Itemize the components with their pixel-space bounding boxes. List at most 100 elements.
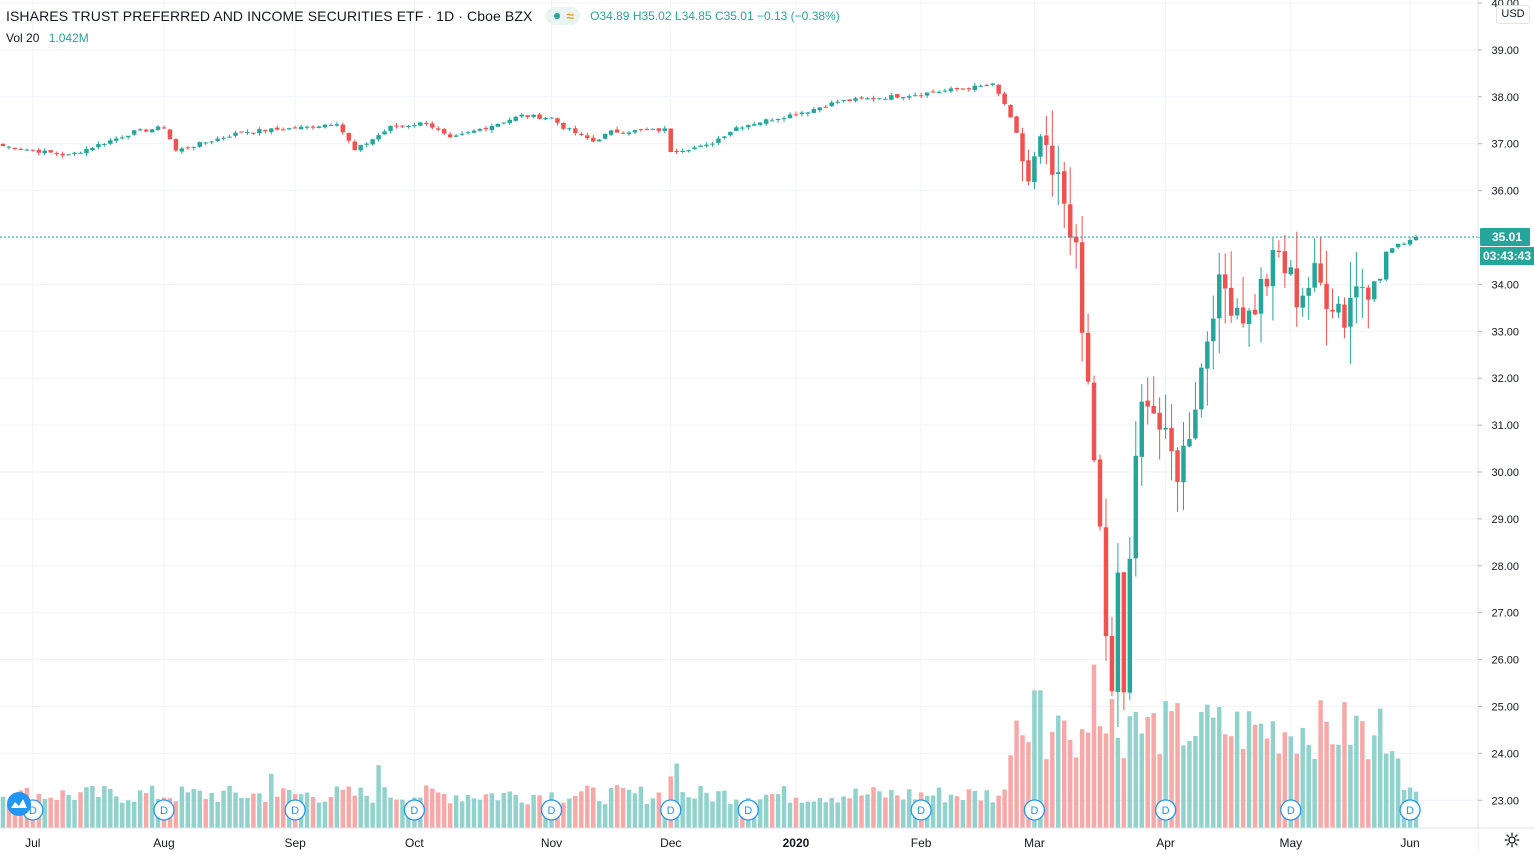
volume-bar (489, 793, 495, 828)
dividend-marker-label: D (291, 805, 299, 817)
events-icon-circle[interactable] (7, 792, 31, 816)
dividend-marker[interactable]: D (1399, 799, 1421, 821)
grid (0, 0, 1478, 828)
candle-body (531, 114, 536, 117)
volume-bar (66, 794, 71, 828)
volume-bar (561, 802, 566, 828)
candle (1002, 91, 1007, 106)
candle (1407, 237, 1413, 247)
candle (1014, 115, 1019, 133)
candle-body (18, 149, 24, 151)
volume-bar (1199, 711, 1204, 828)
dividend-marker-circle[interactable] (910, 799, 932, 821)
candle-body (793, 114, 799, 116)
gear-icon[interactable] (1503, 831, 1521, 849)
candle-body (835, 101, 840, 103)
candle-body (811, 109, 817, 113)
volume-bar (591, 787, 596, 828)
candle-body (310, 126, 316, 128)
candle-body (394, 125, 399, 127)
volume-bar (328, 797, 334, 828)
dividend-marker-label: D (29, 805, 37, 817)
time-tick-label: Apr (1156, 836, 1175, 850)
dividend-marker[interactable]: D (1280, 799, 1302, 821)
dividend-marker-circle[interactable] (1280, 799, 1302, 821)
candle (54, 151, 59, 157)
dividend-marker-label: D (1162, 805, 1170, 817)
volume-bar (734, 799, 739, 828)
dividend-marker-circle[interactable] (1023, 799, 1046, 821)
price-axis[interactable]: 40.0039.0038.0037.0036.0035.0034.0033.00… (1477, 0, 1534, 853)
dividend-marker-circle[interactable] (737, 799, 759, 821)
candle-body (883, 98, 888, 100)
volume-bar (269, 773, 274, 828)
candle (1133, 421, 1139, 577)
candle (364, 142, 369, 148)
candle (233, 130, 238, 138)
candle (400, 125, 405, 129)
candle (1079, 215, 1085, 362)
candle-body (519, 114, 524, 117)
candle-body (746, 125, 751, 128)
candle (1044, 115, 1049, 165)
candle (1234, 298, 1240, 320)
volume-bar (1193, 735, 1198, 828)
candle-body (1002, 93, 1007, 104)
dividend-marker[interactable]: D (660, 799, 682, 821)
candle (447, 131, 453, 139)
dividend-marker-circle[interactable] (403, 799, 426, 821)
candle-body (471, 130, 477, 133)
dividend-marker-circle[interactable] (540, 799, 563, 821)
volume-bar (1222, 734, 1228, 828)
candle (853, 96, 858, 103)
candle-body (221, 137, 226, 139)
currency-button[interactable]: USD (1496, 5, 1530, 24)
dividend-marker[interactable]: D (403, 799, 426, 821)
candle (591, 135, 596, 143)
candle-body (1222, 274, 1228, 289)
candle (143, 128, 149, 133)
candle-body (662, 128, 668, 131)
candle (1306, 276, 1311, 320)
volume-bar (280, 788, 286, 828)
dividend-marker-circle[interactable] (1154, 799, 1177, 821)
volume-bar (495, 800, 501, 828)
data-wave-icon: ≈ (566, 8, 575, 24)
volume-bar (1264, 738, 1270, 828)
dividend-marker[interactable]: D (910, 799, 932, 821)
dividend-marker-circle[interactable] (660, 799, 682, 821)
candle (1222, 253, 1228, 324)
time-axis[interactable]: Jul Aug Sep Oct Nov Dec 2020 Feb Mar Apr May Jun (0, 827, 1534, 853)
dividend-marker[interactable]: D (153, 799, 175, 821)
candle-body (1205, 341, 1210, 369)
candle (90, 147, 95, 152)
candle-body (340, 124, 346, 133)
dividend-marker[interactable]: D (737, 799, 759, 821)
volume-bar (6, 803, 12, 828)
dividend-marker[interactable]: D (1154, 799, 1177, 821)
candle (227, 134, 232, 138)
volume-bar (1306, 744, 1311, 828)
dividend-marker-circle[interactable] (284, 799, 306, 821)
events-icon[interactable] (7, 792, 31, 816)
candle-body (704, 144, 709, 147)
dividend-marker-circle[interactable] (1399, 799, 1421, 821)
dividend-marker[interactable]: D (540, 799, 563, 821)
candle (1205, 331, 1210, 406)
dividend-marker[interactable]: D (1023, 799, 1046, 821)
candle-body (513, 116, 518, 121)
candle-body (930, 91, 936, 93)
volume-bar (722, 790, 727, 828)
dividend-marker[interactable]: D (284, 799, 306, 821)
candle-body (817, 107, 823, 111)
dividend-marker-circle[interactable] (153, 799, 175, 821)
price-tick-label: 38.00 (1491, 92, 1519, 104)
candle (370, 138, 375, 146)
price-tick-label: 23.00 (1491, 795, 1519, 807)
candle (835, 99, 840, 105)
status-pill[interactable]: ≈ (546, 7, 581, 25)
volume-bar (72, 799, 77, 828)
